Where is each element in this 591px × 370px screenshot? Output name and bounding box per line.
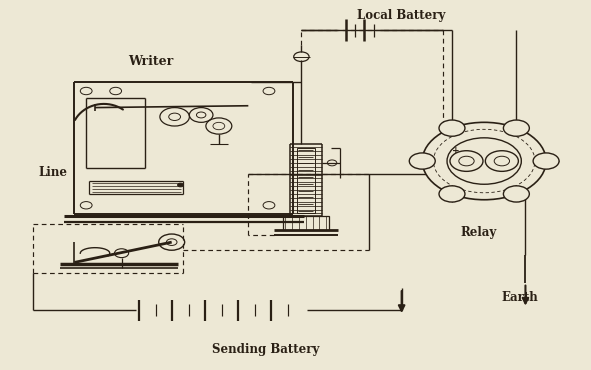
Text: Relay: Relay — [460, 226, 496, 239]
Text: Local Battery: Local Battery — [358, 9, 446, 22]
Circle shape — [504, 120, 530, 136]
Text: +: + — [452, 146, 460, 155]
Circle shape — [494, 156, 509, 166]
Bar — [282, 216, 329, 231]
Circle shape — [294, 52, 309, 61]
Circle shape — [177, 183, 183, 187]
Circle shape — [450, 151, 483, 171]
Circle shape — [167, 239, 177, 245]
Circle shape — [459, 156, 474, 166]
Circle shape — [447, 138, 521, 184]
Circle shape — [439, 186, 465, 202]
Circle shape — [410, 153, 435, 169]
Circle shape — [439, 120, 465, 136]
Bar — [297, 148, 315, 213]
Circle shape — [159, 234, 184, 250]
Circle shape — [115, 249, 129, 258]
Text: Writer: Writer — [128, 55, 174, 68]
Circle shape — [504, 186, 530, 202]
Text: Line: Line — [38, 166, 67, 179]
Text: Earth: Earth — [501, 291, 538, 304]
Circle shape — [422, 122, 546, 200]
Text: Sending Battery: Sending Battery — [212, 343, 320, 356]
Circle shape — [485, 151, 518, 171]
Circle shape — [533, 153, 559, 169]
